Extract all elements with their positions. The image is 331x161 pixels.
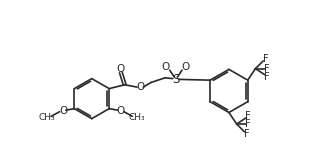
Text: O: O (182, 62, 190, 72)
Text: CH₃: CH₃ (128, 113, 145, 122)
Text: O: O (117, 64, 125, 74)
Text: O: O (162, 62, 170, 72)
Text: O: O (136, 82, 144, 92)
Text: F: F (264, 64, 270, 74)
Text: O: O (116, 106, 124, 116)
Text: F: F (246, 111, 251, 121)
Text: CH₃: CH₃ (38, 113, 55, 122)
Text: F: F (246, 119, 251, 129)
Text: F: F (264, 72, 270, 82)
Text: S: S (172, 73, 179, 86)
Text: O: O (59, 106, 68, 116)
Text: F: F (244, 129, 250, 139)
Text: F: F (263, 54, 268, 64)
